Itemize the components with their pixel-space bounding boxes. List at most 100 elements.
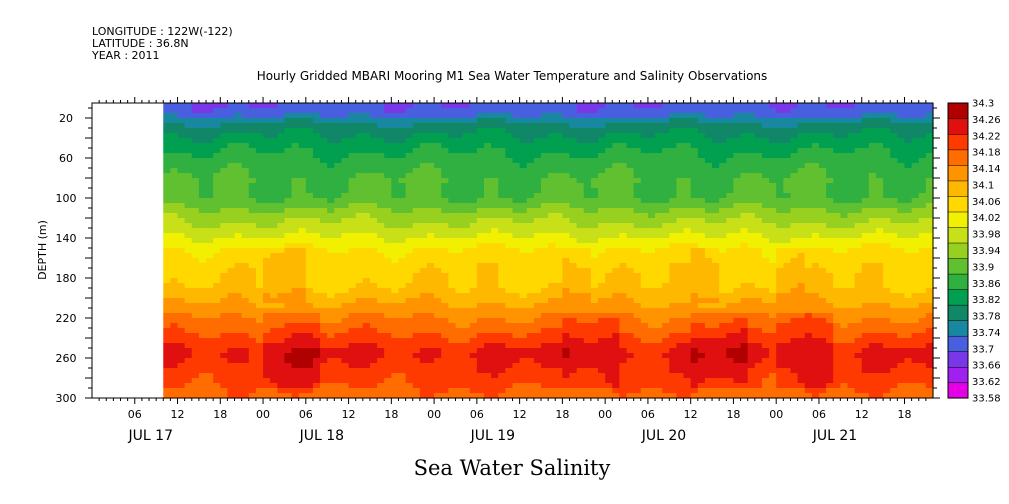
heatmap-cell xyxy=(626,213,635,219)
heatmap-cell xyxy=(690,313,699,319)
heatmap-cell xyxy=(384,328,392,334)
heatmap-cell xyxy=(669,288,678,294)
heatmap-cell xyxy=(213,363,221,369)
heatmap-cell xyxy=(263,243,271,249)
heatmap-cell xyxy=(669,128,678,134)
heatmap-cell xyxy=(241,353,250,359)
heatmap-cell xyxy=(498,263,506,269)
heatmap-cell xyxy=(712,373,720,379)
heatmap-cell xyxy=(733,208,742,214)
heatmap-cell xyxy=(327,368,335,374)
heatmap-cell xyxy=(519,243,528,249)
heatmap-cell xyxy=(555,183,563,189)
heatmap-cell xyxy=(469,383,478,389)
heatmap-cell xyxy=(206,113,214,119)
heatmap-cell xyxy=(377,258,385,264)
heatmap-cell xyxy=(419,258,428,264)
heatmap-cell xyxy=(583,168,592,174)
heatmap-cell xyxy=(170,143,179,149)
heatmap-cell xyxy=(341,178,350,184)
heatmap-cell xyxy=(426,163,435,169)
heatmap-cell xyxy=(519,293,528,299)
heatmap-cell xyxy=(548,138,556,144)
heatmap-cell xyxy=(655,368,663,374)
heatmap-cell xyxy=(541,273,549,279)
heatmap-cell xyxy=(270,283,278,289)
heatmap-cell xyxy=(498,363,506,369)
heatmap-cell xyxy=(740,228,749,234)
heatmap-cell xyxy=(619,298,628,304)
heatmap-cell xyxy=(633,293,642,299)
heatmap-cell xyxy=(184,283,193,289)
heatmap-cell xyxy=(419,263,428,269)
heatmap-cell xyxy=(598,333,606,339)
heatmap-cell xyxy=(526,388,535,394)
heatmap-cell xyxy=(704,323,713,329)
heatmap-cell xyxy=(334,253,343,259)
heatmap-cell xyxy=(362,128,371,134)
heatmap-cell xyxy=(305,238,314,244)
heatmap-cell xyxy=(441,373,449,379)
heatmap-cell xyxy=(441,368,449,374)
heatmap-cell xyxy=(655,188,663,194)
heatmap-cell xyxy=(213,193,221,199)
heatmap-cell xyxy=(605,298,613,304)
heatmap-cell xyxy=(213,298,221,304)
heatmap-cell xyxy=(184,178,193,184)
heatmap-cell xyxy=(163,173,171,179)
heatmap-cell xyxy=(704,258,713,264)
heatmap-cell xyxy=(284,283,293,289)
heatmap-cell xyxy=(569,273,578,279)
heatmap-cell xyxy=(676,348,685,354)
heatmap-cell xyxy=(419,108,428,114)
heatmap-cell xyxy=(163,213,171,219)
heatmap-cell xyxy=(605,318,613,324)
heatmap-cell xyxy=(555,133,563,139)
heatmap-cell xyxy=(206,163,214,169)
heatmap-cell xyxy=(548,168,556,174)
heatmap-cell xyxy=(419,163,428,169)
heatmap-cell xyxy=(455,318,464,324)
heatmap-cell xyxy=(626,318,635,324)
heatmap-cell xyxy=(255,288,264,294)
heatmap-cell xyxy=(170,323,179,329)
heatmap-cell xyxy=(234,383,243,389)
heatmap-cell xyxy=(569,293,578,299)
heatmap-cell xyxy=(384,363,392,369)
heatmap-cell xyxy=(605,273,613,279)
heatmap-cell xyxy=(576,163,585,169)
heatmap-cell xyxy=(419,268,428,274)
heatmap-cell xyxy=(662,143,670,149)
heatmap-cell xyxy=(227,188,236,194)
heatmap-cell xyxy=(263,203,271,209)
heatmap-cell xyxy=(655,333,663,339)
heatmap-cell xyxy=(761,243,770,249)
heatmap-cell xyxy=(241,238,250,244)
heatmap-cell xyxy=(619,243,628,249)
heatmap-cell xyxy=(519,383,528,389)
heatmap-cell xyxy=(284,233,293,239)
heatmap-cell xyxy=(398,108,407,114)
heatmap-cell xyxy=(655,353,663,359)
heatmap-cell xyxy=(419,143,428,149)
heatmap-cell xyxy=(569,318,578,324)
heatmap-cell xyxy=(512,213,521,219)
heatmap-cell xyxy=(562,133,571,139)
heatmap-cell xyxy=(448,118,457,124)
heatmap-cell xyxy=(163,263,171,269)
heatmap-cell xyxy=(569,138,578,144)
heatmap-cell xyxy=(277,293,286,299)
heatmap-cell xyxy=(555,168,563,174)
heatmap-cell xyxy=(177,108,186,114)
heatmap-cell xyxy=(220,208,229,214)
heatmap-cell xyxy=(327,243,335,249)
heatmap-cell xyxy=(633,263,642,269)
heatmap-cell xyxy=(569,383,578,389)
heatmap-cell xyxy=(206,328,214,334)
heatmap-cell xyxy=(704,208,713,214)
heatmap-cell xyxy=(719,298,727,304)
heatmap-cell xyxy=(341,168,350,174)
heatmap-cell xyxy=(248,258,257,264)
heatmap-cell xyxy=(548,198,556,204)
heatmap-cell xyxy=(633,353,642,359)
